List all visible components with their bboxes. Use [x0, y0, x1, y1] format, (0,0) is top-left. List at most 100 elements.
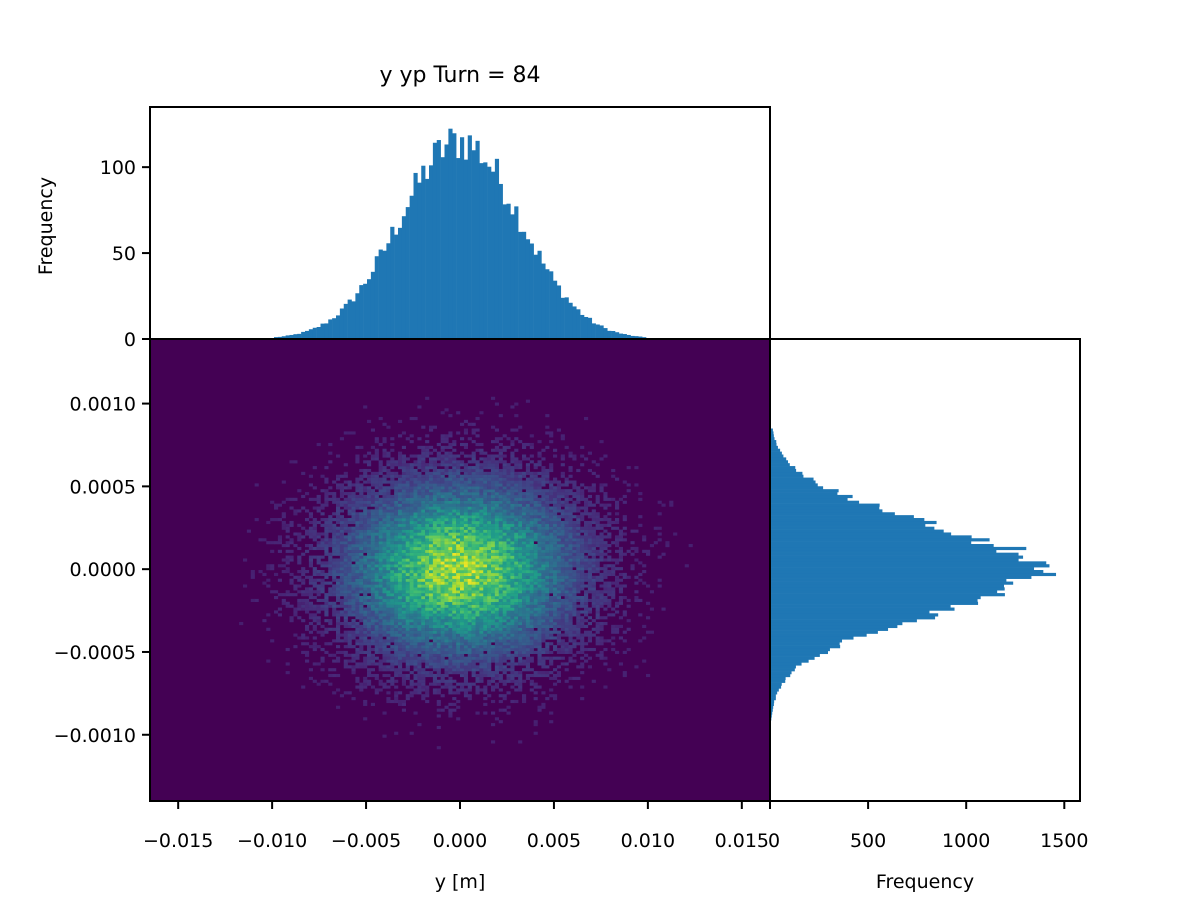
- heatmap-cell: [432, 679, 438, 683]
- heatmap-cell: [452, 500, 457, 504]
- heatmap-cell: [444, 578, 449, 582]
- heatmap-cell: [529, 500, 534, 504]
- heatmap-cell: [320, 581, 325, 585]
- heatmap-cell: [386, 590, 391, 594]
- heatmap-cell: [266, 578, 271, 582]
- heatmap-cell: [390, 572, 395, 577]
- heatmap-cell: [452, 561, 457, 565]
- heatmap-cell: [487, 656, 492, 660]
- heatmap-cell: [483, 659, 488, 663]
- heatmap-cell: [351, 621, 356, 626]
- heatmap-cell: [409, 570, 414, 574]
- heatmap-cell: [444, 437, 449, 441]
- heatmap-cell: [324, 572, 329, 577]
- heatmap-cell: [456, 529, 461, 533]
- heatmap-cell: [506, 607, 511, 611]
- heatmap-cell: [417, 633, 422, 637]
- heatmap-cell: [378, 486, 383, 490]
- heatmap-cell: [378, 630, 383, 634]
- heatmap-cell: [367, 523, 372, 527]
- heatmap-cell: [491, 604, 496, 608]
- heatmap-cell: [487, 584, 492, 588]
- heatmap-cell: [448, 581, 453, 585]
- heatmap-cell: [425, 500, 430, 504]
- heatmap-cell: [390, 538, 395, 542]
- heatmap-cell: [339, 541, 345, 545]
- heatmap-cell: [421, 546, 426, 551]
- heatmap-cell: [405, 653, 410, 657]
- heatmap-cell: [336, 705, 341, 709]
- heatmap-cell: [525, 480, 531, 484]
- heatmap-cell: [444, 619, 449, 623]
- heatmap-cell: [498, 601, 503, 605]
- heatmap-cell: [262, 619, 267, 623]
- heatmap-cell: [394, 595, 399, 600]
- heatmap-cell: [436, 624, 441, 628]
- heatmap-cell: [285, 567, 290, 571]
- heatmap-cell: [529, 477, 534, 481]
- heatmap-cell: [363, 474, 368, 478]
- heatmap-cell: [382, 601, 387, 605]
- heatmap-cell: [367, 668, 372, 672]
- heatmap-cell: [545, 575, 550, 579]
- top-histogram-bar: [343, 303, 348, 339]
- heatmap-cell: [436, 604, 441, 608]
- heatmap-cell: [491, 477, 496, 481]
- heatmap-cell: [553, 486, 558, 490]
- heatmap-cell: [436, 601, 441, 605]
- heatmap-cell: [533, 474, 538, 478]
- heatmap-cell: [533, 590, 538, 594]
- heatmap-cell: [556, 581, 562, 585]
- heatmap-cell: [429, 460, 434, 464]
- heatmap-cell: [382, 567, 387, 571]
- heatmap-cell: [382, 440, 387, 444]
- heatmap-cell: [440, 506, 445, 510]
- heatmap-cell: [471, 619, 476, 623]
- heatmap-cell: [533, 503, 538, 507]
- heatmap-cell: [436, 564, 441, 568]
- heatmap-cell: [374, 480, 379, 484]
- heatmap-cell: [452, 593, 457, 597]
- heatmap-cell: [421, 445, 426, 449]
- top-histogram-y-tick-label: 0: [124, 329, 136, 351]
- heatmap-cell: [297, 598, 302, 603]
- heatmap-cell: [479, 659, 484, 663]
- heatmap-cell: [355, 515, 360, 519]
- heatmap-cell: [351, 633, 356, 637]
- heatmap-cell: [301, 601, 306, 605]
- heatmap-cell: [409, 610, 414, 614]
- heatmap-cell: [498, 673, 503, 678]
- heatmap-cell: [390, 639, 395, 643]
- heatmap-cell: [378, 587, 383, 591]
- heatmap-cell: [494, 544, 500, 548]
- heatmap-cell: [378, 489, 383, 493]
- heatmap-cell: [475, 688, 480, 692]
- heatmap-cell: [456, 601, 461, 605]
- heatmap-cell: [308, 613, 314, 617]
- heatmap-cell: [394, 581, 399, 585]
- top-histogram-bar: [549, 271, 554, 339]
- heatmap-cell: [351, 526, 356, 530]
- heatmap-cell: [467, 460, 472, 464]
- heatmap-cell: [398, 598, 403, 603]
- top-histogram-bar: [425, 178, 430, 339]
- heatmap-cell: [409, 731, 414, 735]
- heatmap-cell: [494, 529, 500, 533]
- heatmap-cell: [487, 587, 492, 591]
- heatmap-cell: [533, 489, 538, 493]
- heatmap-cell: [491, 723, 496, 727]
- heatmap-cell: [514, 489, 519, 493]
- heatmap-cell: [394, 489, 399, 493]
- heatmap-cell: [483, 500, 488, 504]
- heatmap-cell: [390, 578, 395, 582]
- heatmap-cell: [359, 636, 364, 640]
- heatmap-cell: [452, 512, 457, 516]
- heatmap-cell: [471, 503, 476, 507]
- heatmap-cell: [514, 630, 519, 634]
- heatmap-cell: [382, 621, 387, 626]
- heatmap-cell: [448, 604, 453, 608]
- heatmap-cell: [463, 454, 469, 458]
- heatmap-cell: [514, 466, 519, 470]
- heatmap-cell: [479, 520, 484, 525]
- heatmap-cell: [436, 506, 441, 510]
